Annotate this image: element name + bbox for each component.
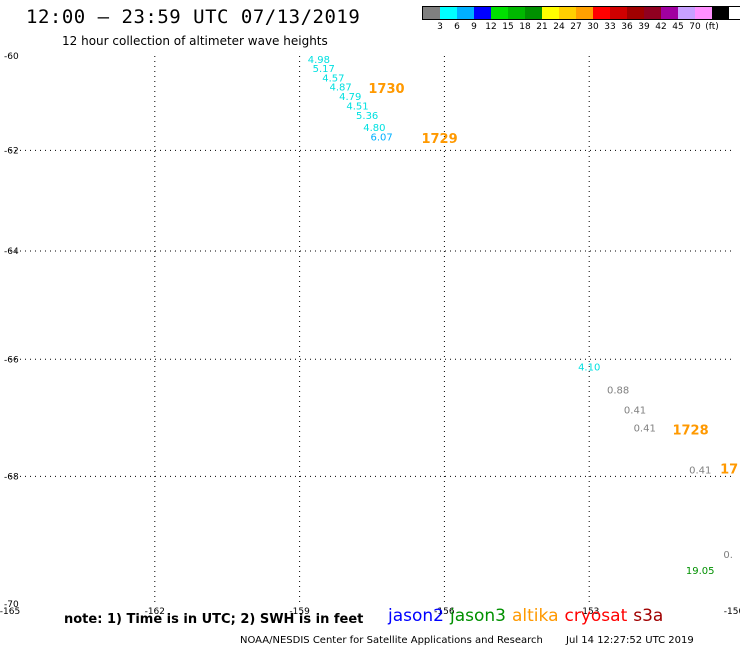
track-time-label: 1728	[672, 423, 708, 438]
color-swatch	[576, 7, 593, 19]
color-swatch	[661, 7, 678, 19]
color-swatch	[542, 7, 559, 19]
color-scale-tick: 3	[437, 22, 443, 32]
wave-height-value: 0.	[723, 550, 733, 561]
color-swatch	[593, 7, 610, 19]
wave-height-value: 0.41	[689, 465, 711, 476]
wave-height-value: 5.17	[313, 64, 335, 75]
satellite-legend: jason2 jason3 altika cryosat s3a	[388, 606, 669, 626]
longitude-label: -162	[145, 607, 165, 617]
color-swatch	[678, 7, 695, 19]
longitude-label: -159	[289, 607, 310, 617]
color-swatch	[474, 7, 491, 19]
color-scale-tick: 12	[485, 22, 497, 32]
color-swatch	[695, 7, 712, 19]
satellite-legend-item: s3a	[633, 606, 664, 626]
color-scale-tick: 24	[553, 22, 565, 32]
wave-height-value: 4.51	[346, 102, 368, 113]
wave-height-value: 0.41	[624, 406, 646, 417]
longitude-label: -153	[579, 607, 599, 617]
color-scale-tick: 6	[454, 22, 460, 32]
color-scale-tick: (ft)	[705, 22, 719, 32]
wave-height-value: 0.41	[634, 423, 656, 434]
latitude-label: -62	[4, 146, 19, 156]
color-swatch	[610, 7, 627, 19]
track-time-label: 1730	[368, 82, 404, 97]
color-scale-tick: 33	[604, 22, 616, 32]
color-scale-tick: 39	[638, 22, 650, 32]
color-swatches	[422, 6, 740, 20]
color-swatch	[525, 7, 542, 19]
map-title: 12:00 – 23:59 UTC 07/13/2019	[26, 6, 361, 28]
longitude-label: -150	[724, 607, 740, 617]
color-swatch	[508, 7, 525, 19]
color-scale-tick: 15	[502, 22, 514, 32]
color-scale-tick: 42	[655, 22, 667, 32]
wave-height-value: 4.98	[308, 55, 330, 66]
satellite-legend-item: altika	[512, 606, 559, 626]
color-swatch	[457, 7, 474, 19]
color-scale-tick: 45	[672, 22, 684, 32]
wave-height-value: 5.36	[356, 111, 378, 122]
satellite-legend-item: cryosat	[564, 606, 628, 626]
latitude-label: -66	[4, 355, 19, 365]
legend-note: note: 1) Time is in UTC; 2) SWH is in fe…	[64, 612, 364, 627]
latitude-label: -68	[4, 472, 19, 482]
track-time-label: 1729	[421, 132, 457, 147]
satellite-legend-item: jason2	[388, 606, 444, 626]
color-scale-ticks: 3 6 9 12 15 18 21 24 27 30 33 36 39 42 45 70 (ft)	[422, 20, 740, 32]
wave-height-value: 19.05	[686, 566, 715, 577]
color-scale-bar: 3 6 9 12 15 18 21 24 27 30 33 36 39 42 45 70 (ft)	[422, 6, 740, 32]
map-subtitle: 12 hour collection of altimeter wave hei…	[62, 34, 328, 48]
color-scale-tick: 21	[536, 22, 548, 32]
wave-height-value: 6.07	[371, 133, 393, 144]
wave-height-value: 4.79	[339, 92, 361, 103]
wave-height-value: 0.88	[607, 385, 629, 396]
longitude-label: -156	[434, 607, 455, 617]
color-scale-tick: 27	[570, 22, 582, 32]
color-swatch	[440, 7, 457, 19]
color-swatch	[423, 7, 440, 19]
color-swatch	[644, 7, 661, 19]
credit-line: NOAA/NESDIS Center for Satellite Applica…	[240, 635, 694, 646]
longitude-label: -165	[0, 607, 20, 617]
color-scale-tick: 30	[587, 22, 599, 32]
wave-height-value: 4.10	[578, 363, 600, 374]
color-swatch	[627, 7, 644, 19]
color-swatch	[491, 7, 508, 19]
color-swatch	[712, 7, 729, 19]
color-scale-tick: 9	[471, 22, 477, 32]
color-scale-tick: 70	[689, 22, 701, 32]
satellite-legend-item: jason3	[450, 606, 506, 626]
color-swatch	[559, 7, 576, 19]
color-scale-tick: 36	[621, 22, 633, 32]
track-time-label: 17	[720, 462, 738, 477]
wave-height-value: 4.80	[363, 123, 385, 134]
latitude-label: -60	[4, 52, 19, 62]
timestamp: Jul 14 12:27:52 UTC 2019	[566, 635, 694, 646]
latitude-label: -70	[4, 600, 19, 610]
wave-height-value: 4.87	[329, 83, 351, 94]
latitude-label: -64	[4, 247, 19, 257]
color-scale-tick: 18	[519, 22, 531, 32]
credit-text: NOAA/NESDIS Center for Satellite Applica…	[240, 635, 543, 646]
wave-height-value: 4.57	[322, 73, 344, 84]
